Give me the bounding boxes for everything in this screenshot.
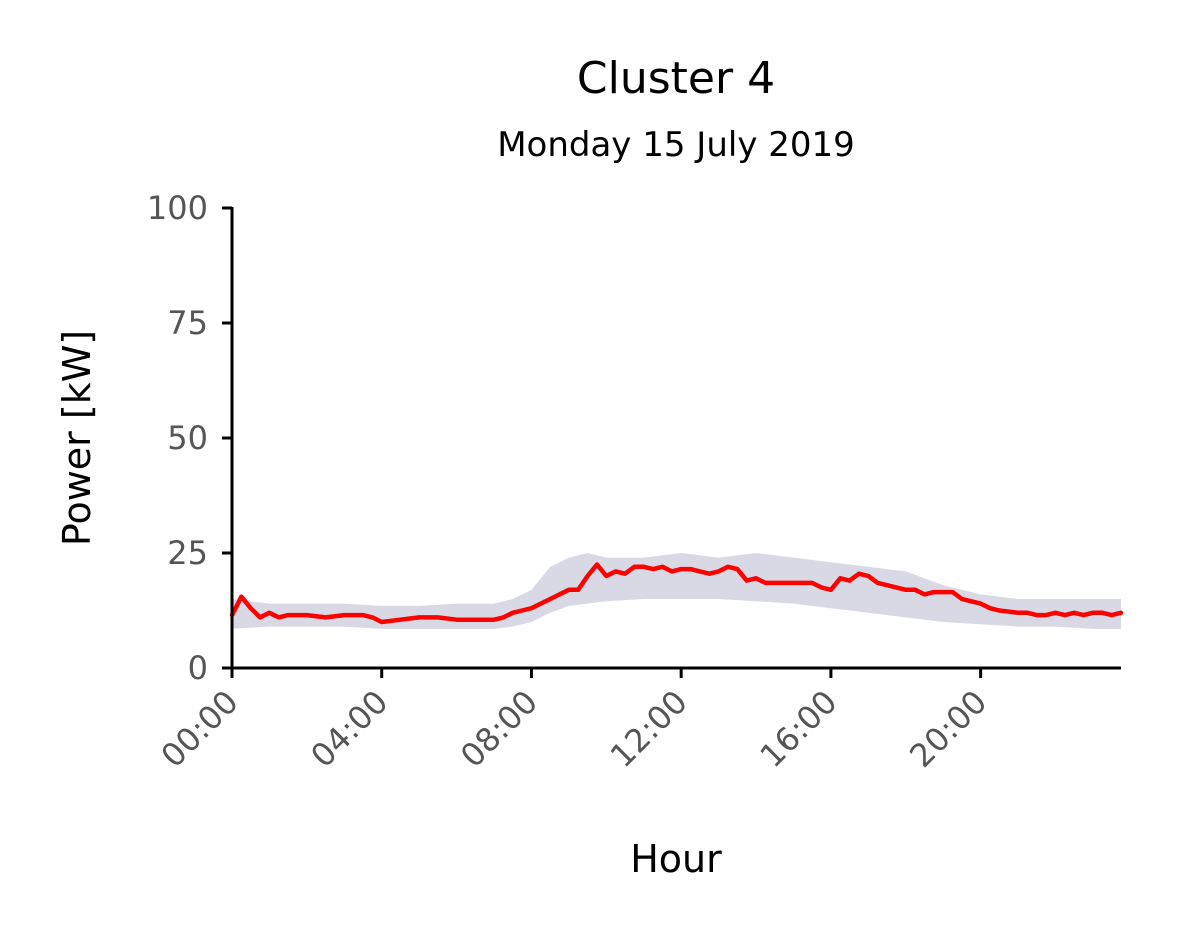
- x-axis-label: Hour: [630, 837, 722, 881]
- series-line: [229, 562, 1124, 625]
- y-axis-label: Power [kW]: [55, 330, 99, 546]
- y-tick-label: 50: [167, 419, 208, 457]
- x-tick-label: 00:00: [154, 683, 246, 775]
- y-tick-label: 25: [167, 534, 208, 572]
- x-axis-ticks: 00:00 04:00 08:00 12:00 16:00 20:00: [154, 668, 994, 775]
- x-tick-label: 08:00: [453, 683, 545, 775]
- load-range-band: [232, 553, 1121, 629]
- chart-subtitle: Monday 15 July 2019: [497, 125, 855, 165]
- x-tick-label: 04:00: [303, 683, 395, 775]
- y-axis-ticks: 0 25 50 75 100: [147, 189, 232, 687]
- x-tick-label: 20:00: [902, 683, 994, 775]
- chart-title: Cluster 4: [577, 53, 775, 104]
- plot-area: [229, 553, 1124, 629]
- y-tick-label: 0: [188, 649, 208, 687]
- y-tick-label: 100: [147, 189, 208, 227]
- x-tick-label: 12:00: [603, 683, 695, 775]
- x-tick-label: 16:00: [752, 683, 844, 775]
- y-tick-label: 75: [167, 304, 208, 342]
